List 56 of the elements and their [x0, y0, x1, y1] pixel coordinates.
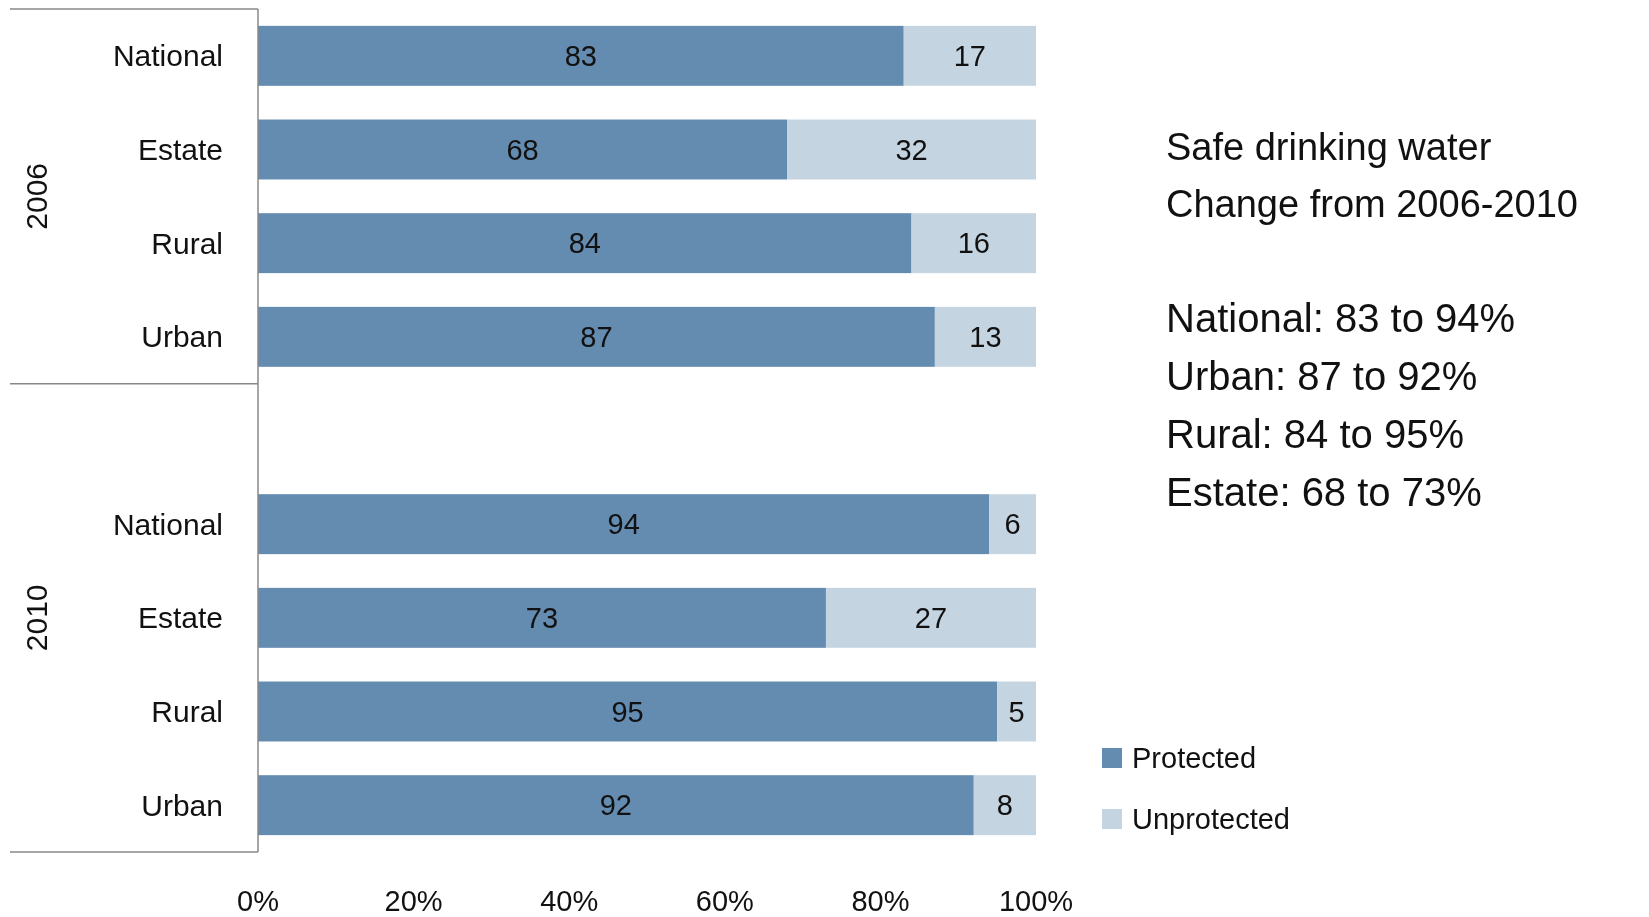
data-label: 94 — [607, 508, 640, 541]
y-tick-label: Urban — [141, 788, 223, 822]
legend-label: Protected — [1132, 742, 1257, 775]
text: Change from 2006-2010 — [1166, 183, 1578, 226]
y-tick-label: National — [112, 39, 223, 73]
data-label: 17 — [953, 39, 986, 72]
bar — [258, 119, 788, 180]
data-label: 83 — [564, 39, 597, 72]
bar — [997, 681, 1036, 742]
data-label: 87 — [580, 320, 613, 353]
x-tick-label: 60% — [695, 885, 754, 917]
bar — [903, 25, 1036, 86]
data-label: 5 — [1008, 695, 1025, 728]
data-label: 16 — [957, 227, 990, 260]
x-tick-label: 100% — [998, 885, 1074, 917]
data-label: 8 — [996, 789, 1013, 822]
bar — [258, 775, 974, 836]
y-tick-label: Estate — [137, 133, 223, 166]
bar — [825, 587, 1036, 648]
y-tick-label: National — [112, 507, 223, 541]
text: National: 83 to 94% — [1166, 296, 1516, 340]
bar — [258, 213, 912, 274]
bar — [787, 119, 1036, 180]
text: 2010 — [19, 584, 53, 652]
text: Urban: 87 to 92% — [1166, 354, 1478, 398]
text: Estate: 68 to 73% — [1166, 470, 1482, 514]
x-tick-label: 80% — [851, 885, 910, 917]
bar — [258, 587, 826, 648]
text: Safe drinking water — [1166, 126, 1492, 169]
bar — [258, 494, 990, 555]
y-tick-label: Rural — [151, 226, 223, 260]
data-label: 32 — [895, 133, 928, 166]
data-label: 73 — [525, 601, 559, 634]
data-label: 95 — [611, 695, 644, 728]
text: Rural: 84 to 95% — [1166, 412, 1464, 456]
data-label: 84 — [568, 227, 601, 260]
data-label: 6 — [1004, 508, 1021, 541]
data-label: 27 — [914, 601, 948, 634]
data-label: 92 — [599, 789, 633, 822]
x-tick-label: 40% — [540, 885, 599, 917]
data-label: 68 — [506, 133, 539, 166]
y-tick-label: Rural — [151, 695, 223, 728]
x-tick-label: 20% — [384, 885, 443, 917]
bar — [934, 306, 1036, 367]
x-tick-label: 0% — [237, 885, 279, 917]
legend-label: Unprotected — [1132, 803, 1290, 836]
bar — [989, 494, 1036, 555]
bar — [258, 306, 935, 367]
y-tick-label: Urban — [141, 320, 223, 354]
bar — [258, 681, 998, 742]
y-tick-label: Estate — [137, 601, 223, 635]
bar — [911, 213, 1036, 274]
bar — [258, 25, 904, 86]
bar — [973, 775, 1036, 836]
text: 2006 — [19, 162, 53, 230]
data-label: 13 — [969, 320, 1002, 353]
